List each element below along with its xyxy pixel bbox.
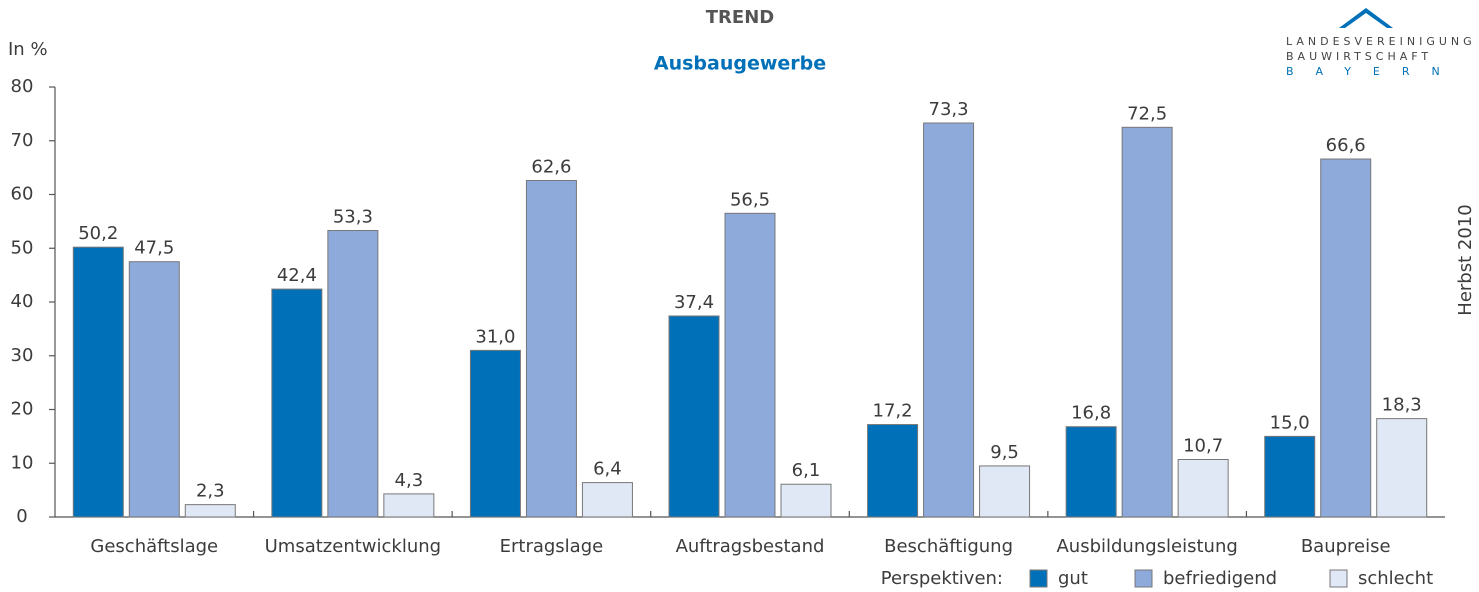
y-tick-label: 80 bbox=[11, 76, 34, 97]
logo-line: BAYERN bbox=[1286, 65, 1462, 78]
value-label: 4,3 bbox=[395, 470, 424, 491]
value-label: 17,2 bbox=[873, 401, 913, 422]
bar bbox=[724, 212, 776, 518]
value-label: 73,3 bbox=[929, 99, 969, 120]
bar bbox=[1376, 418, 1428, 518]
bar bbox=[383, 493, 435, 518]
value-label: 37,4 bbox=[674, 292, 714, 313]
x-tick-label: Geschäftslage bbox=[90, 536, 218, 557]
bar bbox=[72, 246, 124, 518]
value-label: 47,5 bbox=[134, 238, 174, 259]
y-tick-label: 0 bbox=[16, 506, 27, 527]
bar bbox=[327, 230, 379, 518]
y-tick-label: 50 bbox=[11, 237, 34, 258]
y-tick-label: 30 bbox=[11, 345, 34, 366]
bar bbox=[979, 465, 1031, 518]
legend-label: gut bbox=[1058, 568, 1088, 589]
value-label: 15,0 bbox=[1270, 412, 1310, 433]
value-label: 72,5 bbox=[1127, 103, 1167, 124]
legend-label: schlecht bbox=[1358, 568, 1433, 589]
bar bbox=[1121, 126, 1173, 518]
x-tick-label: Ausbildungsleistung bbox=[1056, 536, 1237, 557]
x-tick-label: Ertragslage bbox=[500, 536, 604, 557]
value-label: 50,2 bbox=[78, 223, 118, 244]
bar bbox=[271, 288, 323, 518]
bar bbox=[184, 504, 236, 518]
value-label: 6,1 bbox=[792, 460, 821, 481]
y-tick-label: 20 bbox=[11, 399, 34, 420]
x-tick-label: Auftragsbestand bbox=[676, 536, 825, 557]
chart-title: TREND bbox=[706, 7, 774, 28]
bar bbox=[525, 180, 577, 518]
y-tick-label: 10 bbox=[11, 452, 34, 473]
value-label: 31,0 bbox=[475, 326, 515, 347]
legend-swatch bbox=[1029, 569, 1048, 588]
bar bbox=[581, 482, 633, 518]
legend-label: befriedigend bbox=[1163, 568, 1277, 589]
x-tick-label: Baupreise bbox=[1301, 536, 1391, 557]
value-label: 16,8 bbox=[1071, 403, 1111, 424]
y-tick-label: 60 bbox=[11, 184, 34, 205]
bar bbox=[668, 315, 720, 518]
y-tick-label: 40 bbox=[11, 291, 34, 312]
value-label: 6,4 bbox=[593, 459, 622, 480]
value-label: 66,6 bbox=[1326, 135, 1366, 156]
legend-swatch bbox=[1329, 569, 1348, 588]
bar bbox=[1177, 458, 1229, 518]
x-tick-label: Umsatzentwicklung bbox=[265, 536, 441, 557]
side-label: Herbst 2010 bbox=[1455, 204, 1476, 315]
bar bbox=[1264, 435, 1316, 518]
value-label: 62,6 bbox=[531, 157, 571, 178]
y-tick-label: 70 bbox=[11, 130, 34, 151]
value-label: 10,7 bbox=[1183, 435, 1223, 456]
logo-mark bbox=[1339, 8, 1393, 28]
x-tick-label: Beschäftigung bbox=[884, 536, 1013, 557]
value-label: 42,4 bbox=[277, 265, 317, 286]
logo-line: BAUWIRTSCHAFT bbox=[1286, 50, 1432, 63]
bar bbox=[128, 261, 180, 518]
bar bbox=[867, 424, 919, 518]
y-axis-label: In % bbox=[8, 39, 48, 60]
value-label: 53,3 bbox=[333, 207, 373, 228]
bar bbox=[923, 122, 975, 518]
chart-subtitle: Ausbaugewerbe bbox=[654, 53, 826, 75]
legend-swatch bbox=[1134, 569, 1153, 588]
bar bbox=[1065, 426, 1117, 518]
value-label: 56,5 bbox=[730, 189, 770, 210]
logo-line: LANDESVEREINIGUNG bbox=[1286, 35, 1476, 48]
value-label: 18,3 bbox=[1382, 395, 1422, 416]
bar bbox=[469, 349, 521, 518]
legend-title: Perspektiven: bbox=[881, 568, 1003, 589]
value-label: 9,5 bbox=[990, 442, 1019, 463]
bar bbox=[780, 483, 832, 518]
bar bbox=[1320, 158, 1372, 518]
value-label: 2,3 bbox=[196, 481, 225, 502]
